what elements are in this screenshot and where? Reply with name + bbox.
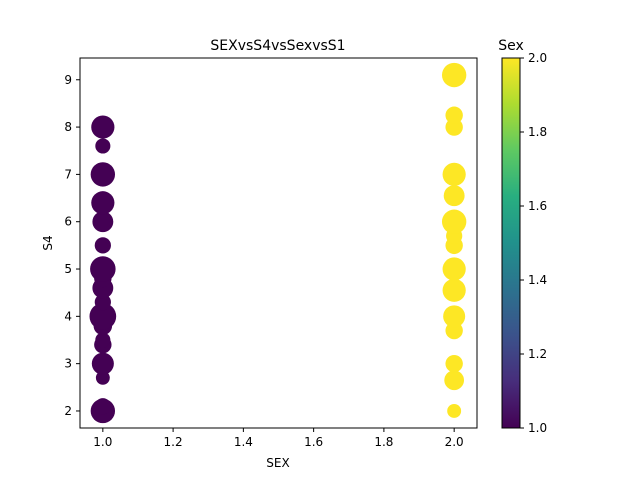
- y-axis-label: S4: [41, 235, 55, 250]
- y-tick-label: 6: [64, 215, 72, 229]
- data-point: [91, 115, 115, 139]
- data-point: [441, 62, 467, 88]
- points-layer: [89, 62, 467, 424]
- x-axis-label: SEX: [266, 456, 289, 470]
- data-point: [445, 106, 463, 124]
- data-point: [95, 138, 111, 154]
- colorbar: [501, 57, 521, 429]
- y-tick-label: 7: [64, 167, 72, 181]
- y-axis-ticks: 2 3 4 5 6 7 8 9: [64, 73, 80, 418]
- y-tick-label: 3: [64, 357, 72, 371]
- colorbar-tick-label: 1.0: [528, 421, 547, 435]
- y-tick-label: 9: [64, 73, 72, 87]
- y-tick-label: 8: [64, 120, 72, 134]
- data-point: [444, 370, 465, 391]
- colorbar-title: Sex: [498, 38, 524, 54]
- y-tick-label: 4: [64, 309, 72, 323]
- data-point: [89, 303, 117, 330]
- x-axis-ticks: 1.0 1.2 1.4 1.6 1.8 2.0: [93, 428, 464, 449]
- x-tick-label: 1.0: [93, 435, 112, 449]
- data-point: [442, 257, 466, 281]
- colorbar-tick-label: 1.8: [528, 125, 547, 139]
- data-point: [90, 256, 116, 282]
- data-point: [442, 162, 466, 186]
- colorbar-tick-label: 2.0: [528, 51, 547, 65]
- colorbar-tick-label: 1.4: [528, 273, 547, 287]
- data-point: [441, 209, 467, 234]
- y-tick-label: 5: [64, 262, 72, 276]
- y-tick-label: 2: [64, 404, 72, 418]
- data-point: [95, 332, 111, 348]
- data-point: [92, 211, 114, 233]
- data-point: [94, 237, 111, 254]
- data-point: [91, 191, 115, 215]
- data-point: [442, 278, 466, 302]
- data-point: [95, 370, 110, 385]
- data-point: [443, 305, 466, 328]
- x-tick-label: 1.2: [164, 435, 183, 449]
- data-point: [94, 294, 111, 311]
- plot-frame: [79, 57, 478, 429]
- data-point: [443, 185, 465, 207]
- colorbar-tick-label: 1.2: [528, 347, 547, 361]
- colorbar-tick-label: 1.6: [528, 199, 547, 213]
- chart-title: SEXvsS4vsSexvsS1: [210, 38, 345, 54]
- x-tick-label: 1.8: [374, 435, 393, 449]
- data-point: [445, 354, 463, 373]
- data-point: [90, 162, 116, 187]
- data-point: [91, 352, 114, 375]
- x-tick-label: 1.4: [234, 435, 253, 449]
- x-tick-label: 2.0: [445, 435, 464, 449]
- data-point: [94, 398, 111, 415]
- data-point: [447, 404, 462, 418]
- x-tick-label: 1.6: [304, 435, 323, 449]
- colorbar-ticks: 1.0 1.2 1.4 1.6 1.8 2.0: [520, 51, 547, 435]
